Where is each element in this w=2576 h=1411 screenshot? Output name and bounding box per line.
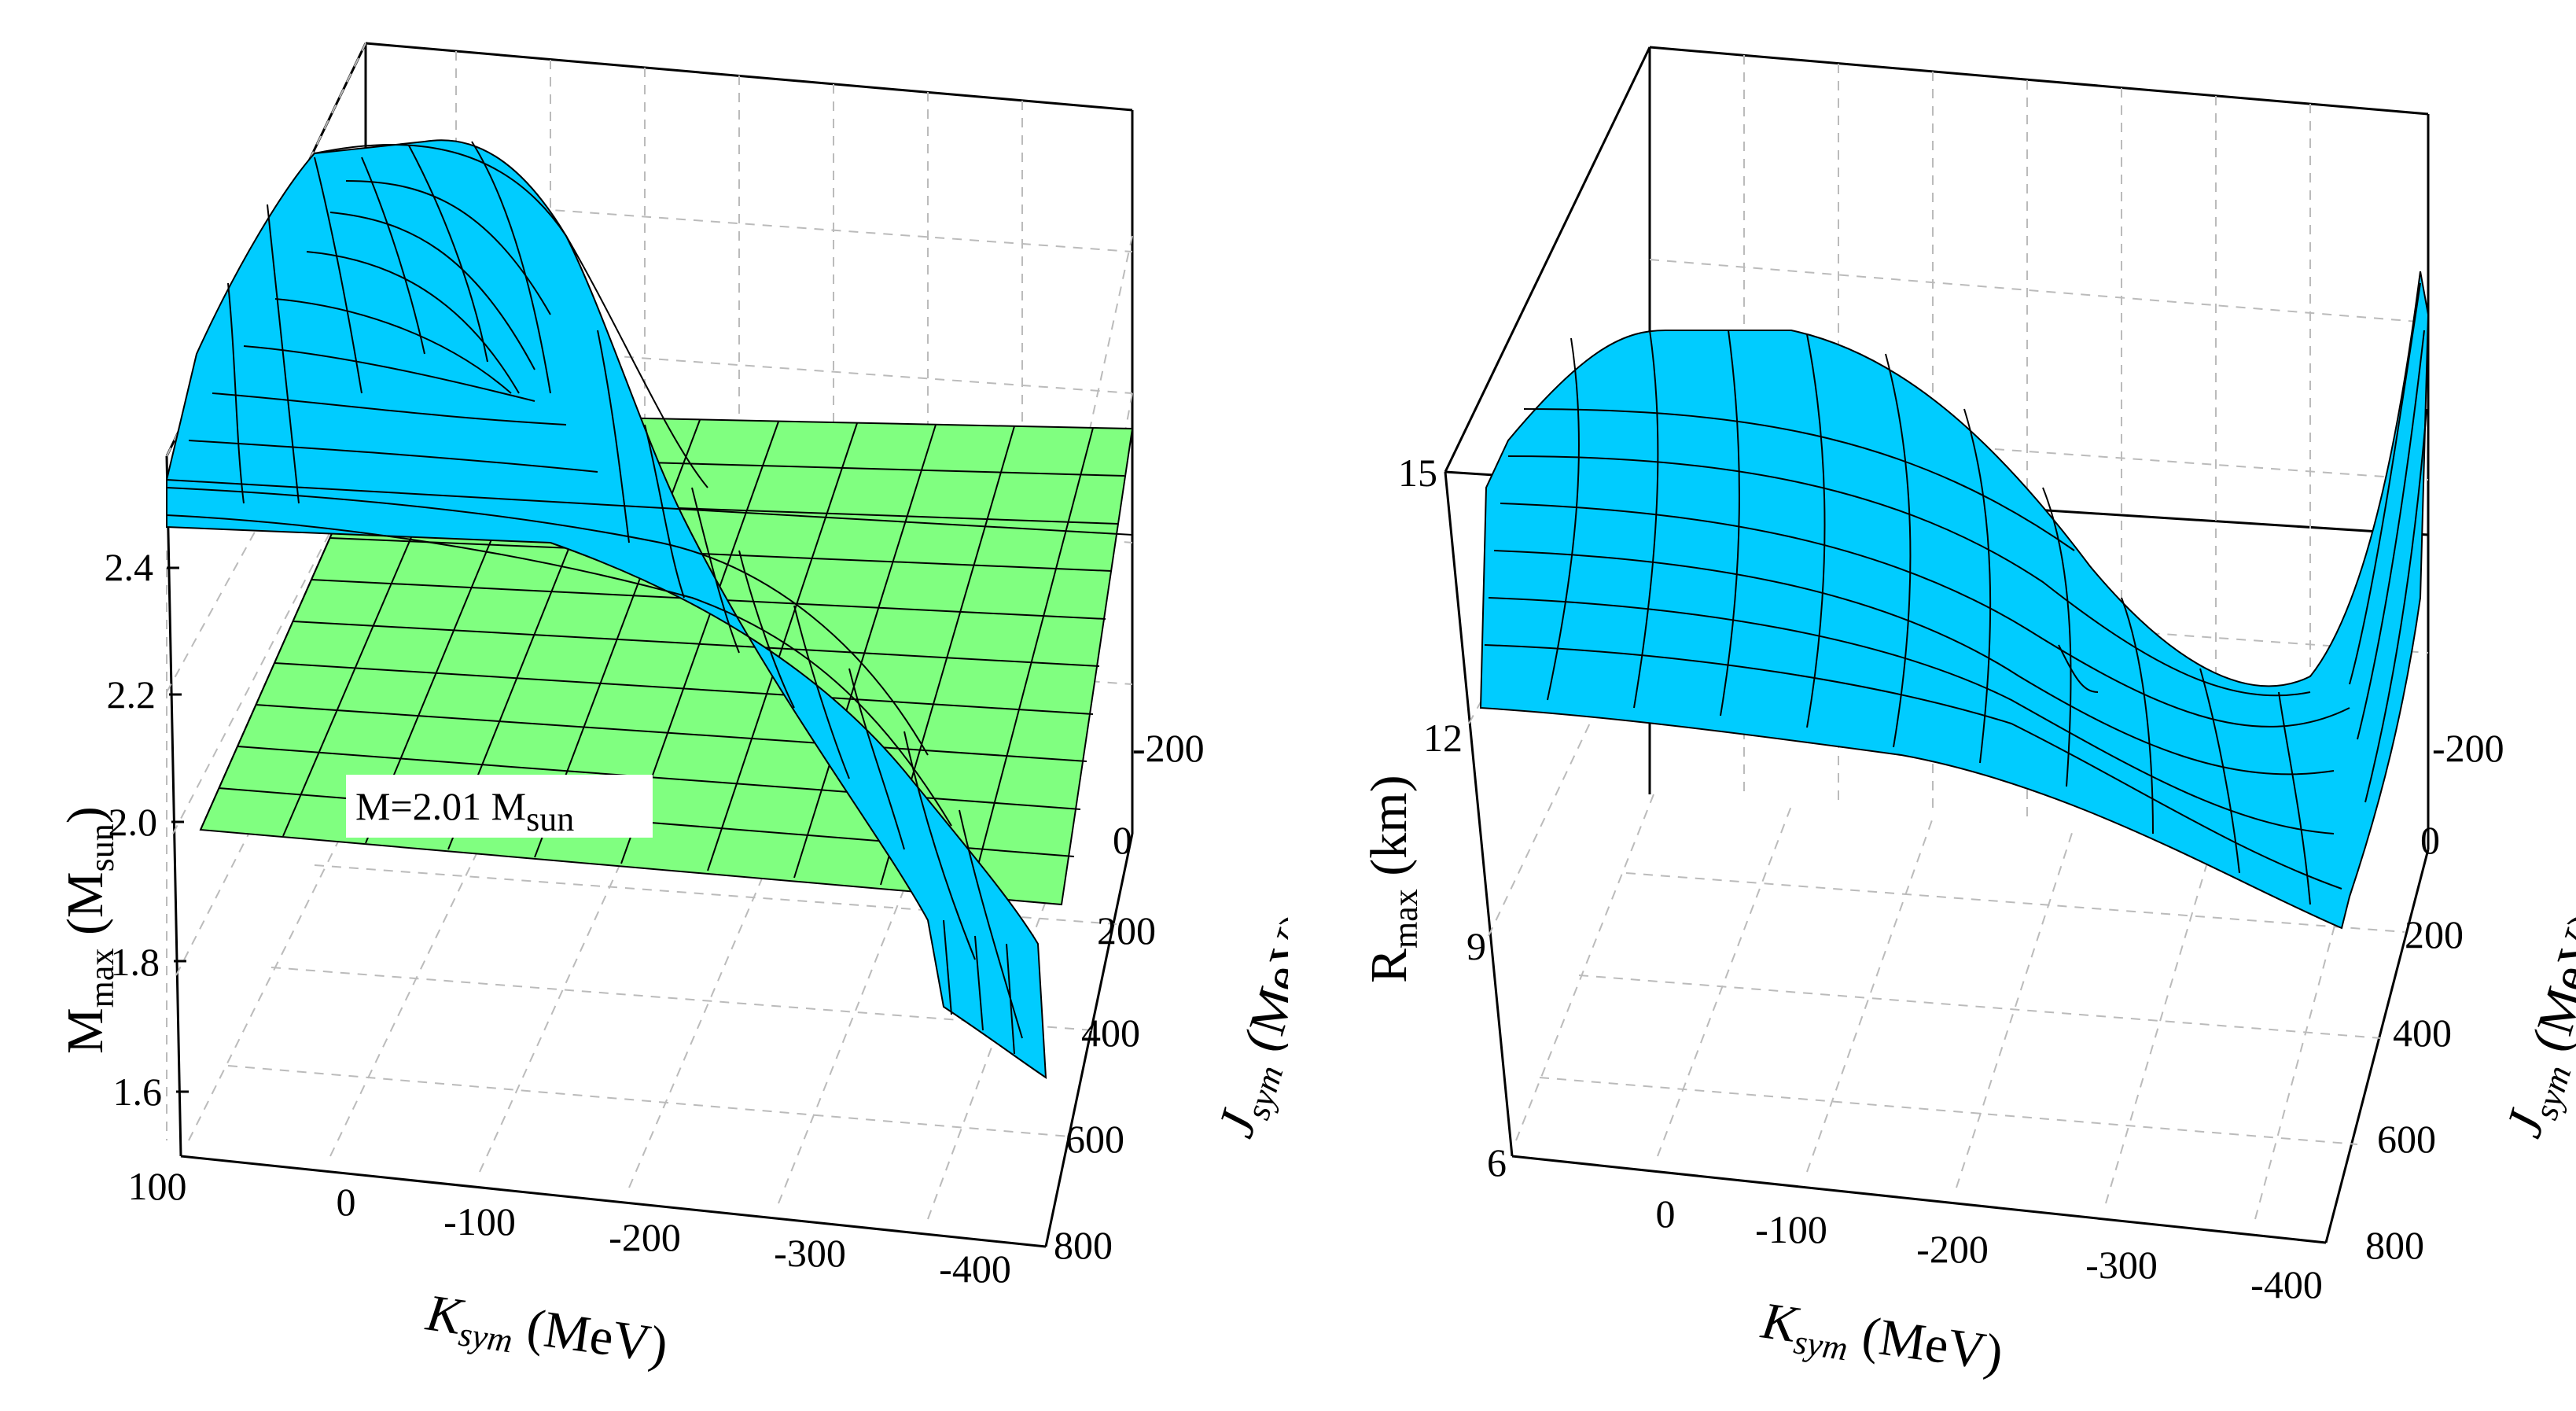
y-tick: 400 [1081,1011,1140,1055]
svg-text:Ksym (MeV): Ksym (MeV) [421,1284,672,1381]
y-tick: 600 [2377,1117,2436,1161]
x-axis-title: Ksym (MeV) [421,1284,672,1381]
x-tick: -200 [609,1215,681,1259]
svg-text:M=2.01 Msun: M=2.01 Msun [355,784,574,838]
z-tick: 2.2 [107,672,156,717]
x-axis-line [180,1155,1047,1248]
svg-text:Ksym (MeV): Ksym (MeV) [1757,1291,2007,1389]
surface-mesh [166,141,1023,1055]
y-tick: 800 [1054,1223,1113,1267]
z-tick: 1.8 [111,940,160,984]
y-tick: 200 [2405,912,2464,956]
x-ticks: 0 -100 -200 -300 -400 [1656,1192,2323,1306]
z-tick: 2.4 [105,545,154,589]
x-tick: 0 [337,1180,356,1224]
surface-fill [1479,271,2430,930]
y-ticks: -200 0 200 400 600 800 [2365,726,2504,1267]
z-axis-title: Rmax (km) [1360,775,1425,983]
rmax-surface [1479,271,2430,930]
plane-label: M=2.01 Msun [346,775,653,838]
x-tick: -300 [2085,1243,2158,1287]
z-tick: 12 [1423,716,1463,760]
y-tick: -200 [1132,726,1205,770]
y-tick: 0 [1113,818,1132,862]
z-tick: 1.6 [113,1070,163,1114]
x-tick: -100 [1755,1207,1827,1251]
y-tick: 400 [2393,1011,2452,1055]
x-tick: 100 [128,1164,187,1208]
y-axis-line [2324,849,2430,1243]
x-tick: -100 [443,1199,516,1243]
svg-text:Rmax (km): Rmax (km) [1360,775,1425,983]
surface-fill [166,139,1047,1079]
y-axis-line [1044,833,1134,1247]
x-tick: -300 [774,1231,846,1275]
svg-text:Mmax (Msun): Mmax (Msun) [57,806,121,1054]
y-axis-title: Jsym (MeV) [2495,906,2576,1146]
z-axis-title: Mmax (Msun) [57,806,121,1054]
mmax-surface [166,139,1133,1079]
y-tick: 600 [1065,1117,1124,1161]
z-tick: 15 [1398,451,1437,495]
x-tick: 0 [1656,1192,1676,1236]
x-tick: -400 [939,1247,1011,1291]
x-tick: -400 [2250,1262,2323,1306]
z-axis-line [165,455,182,1157]
y-tick: 800 [2365,1223,2424,1267]
z-tick: 6 [1487,1140,1507,1184]
z-tick: 2.0 [109,800,158,844]
z-axis-line [1444,471,1514,1157]
z-ticks: 15 12 9 6 [1398,451,1507,1184]
chart-mmax: M=2.01 Msun 2.4 2.2 2.0 1.8 1.6 100 0 -1… [57,42,1288,1381]
svg-text:Jsym (MeV): Jsym (MeV) [2495,906,2576,1146]
x-axis-line [1511,1155,2327,1244]
x-axis-title: Ksym (MeV) [1757,1291,2007,1389]
y-tick: -200 [2432,726,2504,770]
surface-mesh [1484,282,2427,905]
y-axis-title: Jsym (MeV) [1207,906,1288,1146]
chart-rmax: 15 12 9 6 0 -100 -200 -300 -400 -200 0 2… [1288,0,2576,1411]
y-ticks: -200 0 200 400 600 800 [1054,726,1205,1267]
surface-top-ridge [314,143,708,488]
x-ticks: 100 0 -100 -200 -300 -400 [128,1164,1011,1291]
svg-text:Jsym (MeV): Jsym (MeV) [1207,906,1288,1146]
x-tick: -200 [1916,1227,1989,1271]
z-tick: 9 [1466,924,1486,968]
z-ticks: 2.4 2.2 2.0 1.8 1.6 [105,545,163,1114]
y-tick: 0 [2420,818,2440,862]
y-tick: 200 [1097,908,1156,952]
